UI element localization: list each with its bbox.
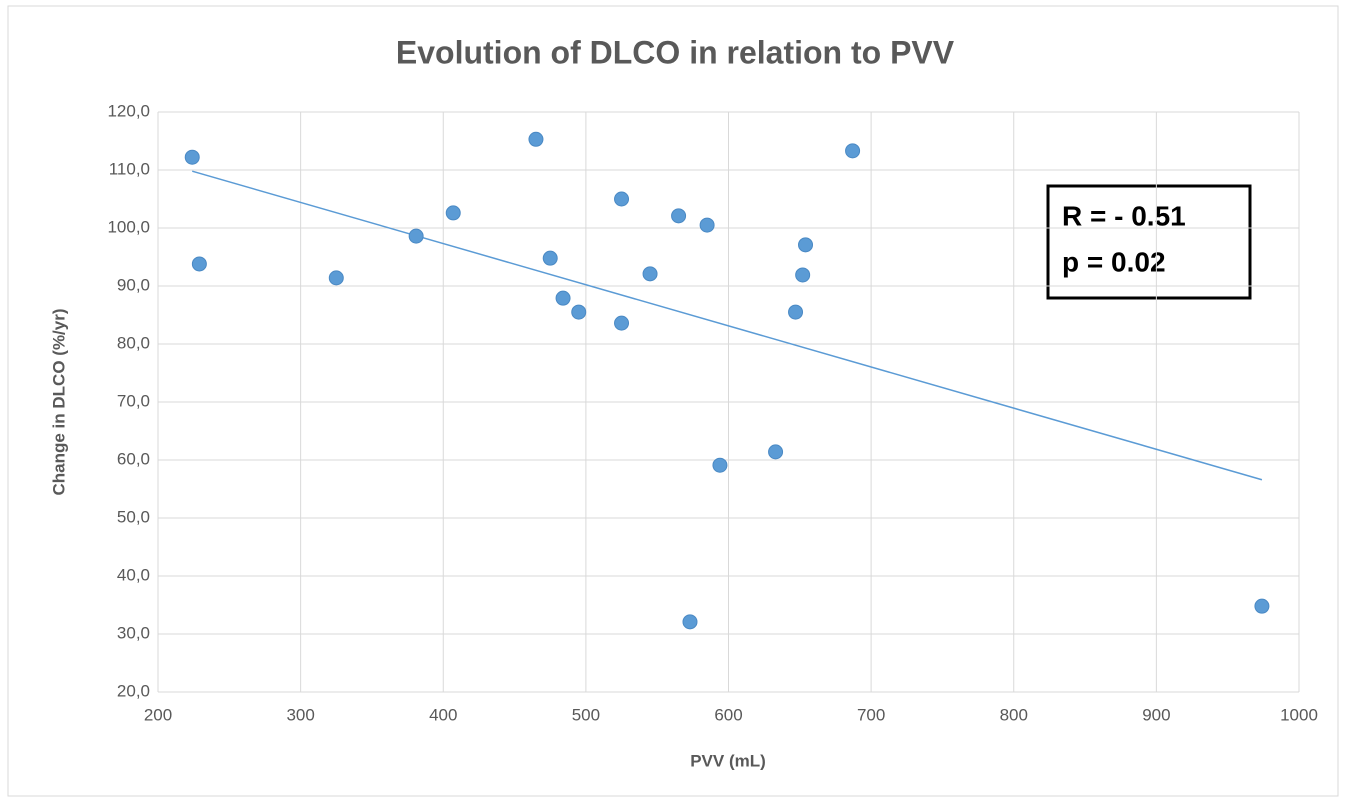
point: [682, 614, 698, 630]
point: [845, 143, 861, 159]
x-tick-label: 800: [1000, 705, 1028, 724]
point: [699, 217, 715, 233]
point: [191, 256, 207, 272]
chart-border: [7, 5, 1339, 797]
point: [184, 149, 200, 165]
x-tick-label: 600: [714, 705, 742, 724]
y-tick-label: 20,0: [117, 681, 150, 700]
point: [328, 270, 344, 286]
point: [555, 290, 571, 306]
point: [788, 304, 804, 320]
y-tick-label: 110,0: [109, 159, 150, 178]
annotation: R = - 0.51: [1062, 200, 1186, 231]
point: [542, 250, 558, 266]
point: [795, 267, 811, 283]
y-tick-label: 70,0: [117, 391, 150, 410]
x-tick-label: 300: [286, 705, 314, 724]
point: [768, 444, 784, 460]
x-tick-label: 500: [572, 705, 600, 724]
x-axis-label: PVV (mL): [690, 751, 766, 770]
point: [798, 237, 814, 253]
y-axis-label: Change in DLCO (%/yr): [49, 308, 68, 495]
y-tick-label: 90,0: [117, 275, 150, 294]
x-tick-label: 900: [1142, 705, 1170, 724]
point: [671, 208, 687, 224]
point: [614, 315, 630, 331]
y-tick-label: 120,0: [107, 101, 150, 120]
chart-title: Evolution of DLCO in relation to PVV: [396, 34, 955, 70]
y-tick-label: 60,0: [117, 449, 150, 468]
x-tick-label: 400: [429, 705, 457, 724]
y-tick-label: 100,0: [107, 217, 150, 236]
y-tick-label: 40,0: [117, 565, 150, 584]
annotation: p = 0.02: [1062, 246, 1166, 277]
point: [712, 457, 728, 473]
x-tick-label: 700: [857, 705, 885, 724]
y-tick-label: 50,0: [117, 507, 150, 526]
point: [571, 304, 587, 320]
point: [1254, 598, 1270, 614]
point: [642, 266, 658, 282]
x-tick-label: 200: [144, 705, 172, 724]
y-tick-label: 30,0: [117, 623, 150, 642]
trendline: [192, 170, 1263, 481]
point: [445, 205, 461, 221]
point: [614, 191, 630, 207]
y-tick-label: 80,0: [117, 333, 150, 352]
point: [528, 131, 544, 147]
x-tick-label: 1000: [1280, 705, 1318, 724]
annotation-box: [1046, 184, 1252, 300]
point: [408, 228, 424, 244]
